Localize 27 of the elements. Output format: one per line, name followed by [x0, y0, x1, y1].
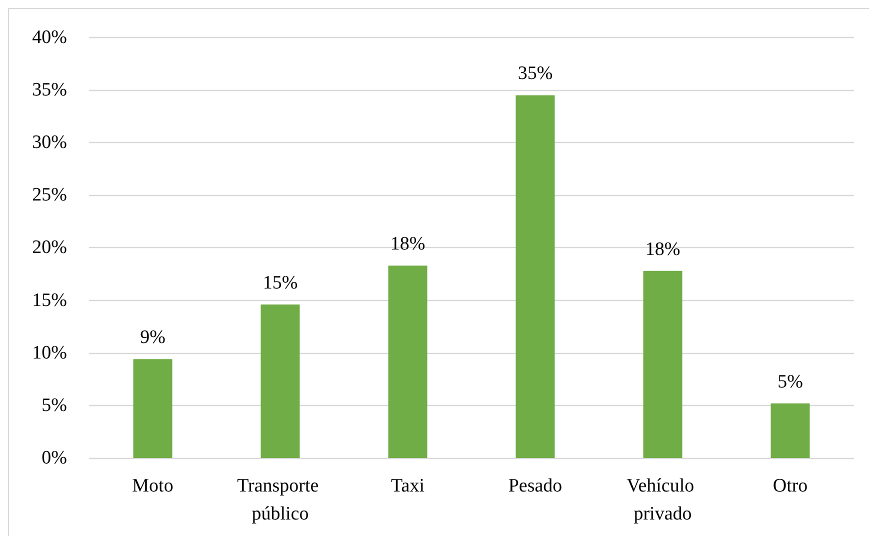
bar: [260, 304, 300, 458]
y-tick-label: 25%: [32, 184, 68, 206]
x-tick-label: Vehículo privado: [626, 476, 699, 524]
x-tick-label: Moto: [132, 476, 174, 496]
y-tick-label: 0%: [42, 448, 68, 468]
x-tick-label: Taxi: [391, 476, 424, 496]
y-tick-label: 10%: [32, 342, 68, 364]
data-label: 9%: [140, 327, 166, 348]
x-tick-label: Transporte público: [237, 476, 324, 524]
bar: [643, 270, 682, 458]
y-tick-label: 5%: [42, 394, 68, 416]
y-tick-label: 35%: [32, 79, 68, 100]
bar: [770, 403, 810, 458]
bar: [133, 359, 172, 458]
y-tick-label: 20%: [32, 237, 68, 258]
data-label: 35%: [518, 63, 553, 84]
y-tick-label: 30%: [32, 132, 68, 154]
y-tick-label: 15%: [32, 290, 68, 311]
y-tick-label: 40%: [32, 26, 68, 48]
data-label: 5%: [778, 371, 804, 392]
bar: [516, 95, 555, 458]
x-tick-label: Otro: [772, 476, 808, 496]
data-label: 18%: [390, 234, 426, 255]
bar: [388, 266, 428, 458]
data-label: 15%: [262, 272, 298, 294]
data-label: 18%: [645, 238, 680, 260]
x-tick-label: Pesado: [508, 476, 562, 496]
